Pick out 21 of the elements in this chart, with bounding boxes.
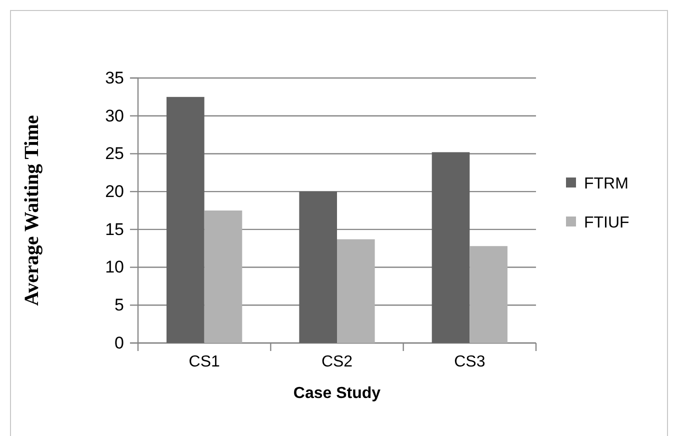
y-tick-label: 35 [105, 68, 124, 88]
y-axis-title: Average Waiting Time [21, 115, 43, 306]
x-tick-label: CS1 [188, 353, 220, 370]
y-tick-label: 5 [114, 296, 124, 315]
y-tick-label: 15 [105, 220, 124, 239]
x-tick-label: CS3 [454, 353, 486, 370]
y-tick-label: 0 [114, 333, 124, 352]
bar [337, 239, 375, 343]
bar [299, 192, 337, 343]
y-tick-label: 20 [105, 182, 124, 202]
legend-label: FTRM [584, 176, 628, 192]
x-tick-label: CS2 [321, 353, 353, 370]
y-tick-label: 25 [105, 144, 124, 164]
bar [470, 246, 508, 343]
x-axis-title: Case Study [293, 385, 381, 402]
y-tick-label: 10 [105, 258, 124, 277]
bar [204, 210, 242, 343]
y-tick-label: 30 [105, 106, 124, 126]
bar [166, 96, 204, 343]
legend-label: FTIUF [584, 214, 630, 232]
bar [432, 152, 470, 343]
